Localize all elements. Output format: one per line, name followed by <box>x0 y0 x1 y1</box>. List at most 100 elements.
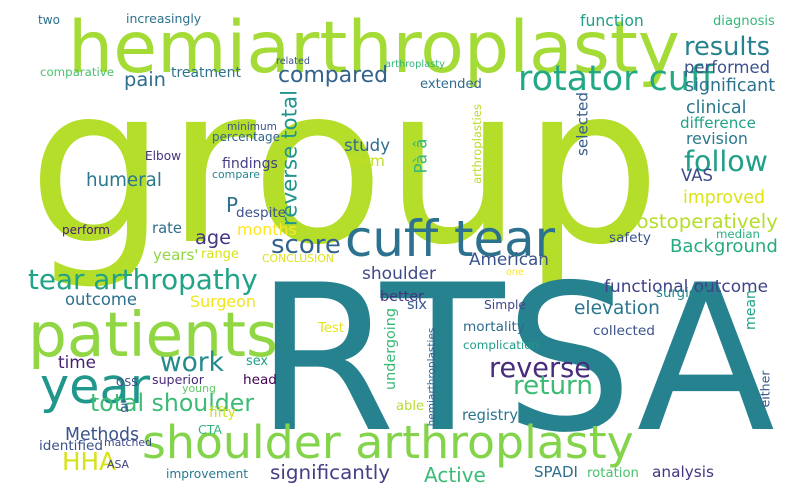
word-p: P <box>226 193 239 217</box>
word-treatment: treatment <box>171 65 241 81</box>
word-humeral: humeral <box>86 170 162 191</box>
word-asa: ASA <box>107 458 129 471</box>
word-term: term <box>349 152 385 170</box>
word-analysis: analysis <box>652 463 714 481</box>
word-able: able <box>396 399 424 414</box>
word-background: Background <box>670 236 778 257</box>
word-superior: superior <box>152 372 204 387</box>
word-test: Test <box>318 321 344 336</box>
word-spadi: SPADI <box>534 463 578 481</box>
word-reverse: reverse <box>489 353 591 384</box>
word-vas: VAS <box>681 166 713 185</box>
word-better: better <box>380 289 424 305</box>
word-diagnosis: diagnosis <box>713 14 775 29</box>
word-simple: Simple <box>484 298 526 312</box>
word-group: group <box>28 40 661 293</box>
word-pa-a: Pà â <box>411 137 431 174</box>
word-oss: OSS <box>116 376 138 389</box>
word-mean: mean <box>742 290 759 330</box>
word-despite: despite <box>236 205 287 221</box>
word-american: American <box>469 249 549 269</box>
word-time: time <box>58 352 96 372</box>
word-surgeon: Surgeon <box>190 292 256 311</box>
word-compared: compared <box>278 63 389 88</box>
word-surgical: surgical <box>656 286 708 301</box>
word-outcome: outcome <box>65 290 137 309</box>
word-two: two <box>38 13 61 27</box>
word-hha: HHA <box>62 447 116 476</box>
word-study: study <box>344 136 391 155</box>
word-one: one <box>506 267 524 278</box>
word-either: either <box>757 370 773 408</box>
word-postoperatively: postoperatively <box>624 210 778 233</box>
word-minimum: minimum <box>227 121 277 133</box>
word-results: results <box>684 32 770 62</box>
word-years: years' <box>153 246 199 264</box>
word-significantly: significantly <box>270 461 391 484</box>
word-tear-arthropathy: tear arthropathy <box>28 263 258 296</box>
word-collected: collected <box>593 323 655 339</box>
word-active: Active <box>424 463 486 487</box>
word-year: year <box>40 357 151 415</box>
word-total-shoulder: total shoulder <box>90 389 255 417</box>
word-improved: improved <box>683 188 765 208</box>
word-elbow: Elbow <box>145 149 182 163</box>
word-head: head <box>243 372 277 388</box>
word-shoulder-arthroplasty: shoulder arthroplasty <box>142 415 634 469</box>
word-identified: identified <box>39 438 103 454</box>
word-arthroplasties: arthroplasties <box>469 104 484 184</box>
word-a-circumflex: â <box>120 398 130 416</box>
word-fifty: fifty <box>209 405 236 421</box>
word-matched: matched <box>104 436 152 449</box>
word-clinical: clinical <box>686 98 747 118</box>
word-difference: difference <box>680 114 756 132</box>
word-compare: compare <box>212 168 260 181</box>
word-rtsa: RTSA <box>255 241 776 477</box>
word-hemiarthroplasties: hemiarthroplasties <box>425 327 438 427</box>
word-age: age <box>195 226 232 249</box>
word-revision: revision <box>686 129 748 148</box>
word-return: return <box>513 371 593 401</box>
word-range: range <box>201 247 239 262</box>
word-mortality: mortality <box>463 319 525 335</box>
word-registry: registry <box>462 407 518 424</box>
word-median: median <box>716 227 760 241</box>
word-perform: perform <box>62 223 110 237</box>
word-increasingly: increasingly <box>126 11 202 26</box>
word-related: related <box>276 56 310 67</box>
word-score: score <box>271 230 341 260</box>
word-elevation: elevation <box>574 298 660 319</box>
word-months: months <box>237 220 297 239</box>
word-significant: significant <box>685 76 776 96</box>
word-cuff-tear: cuff tear <box>345 210 556 268</box>
word-percentage: percentage <box>212 130 280 144</box>
word-rotation: rotation <box>587 466 639 481</box>
word-improvement: improvement <box>166 467 248 481</box>
word-complication: complication <box>463 338 539 352</box>
word-work: work <box>160 347 224 378</box>
word-shoulder: shoulder <box>362 264 436 284</box>
word-undergoing: undergoing <box>382 308 399 390</box>
word-pain: pain <box>124 68 166 91</box>
word-sex: sex <box>246 354 268 369</box>
word-patients: patients <box>28 300 278 371</box>
word-methods: Methods <box>65 425 140 445</box>
word-follow: follow <box>684 145 768 178</box>
word-performed: performed <box>684 58 771 77</box>
word-safety: safety <box>609 230 651 246</box>
word-comparative: comparative <box>40 65 114 79</box>
word-six: six <box>407 297 427 313</box>
word-conclusion: CONCLUSION <box>262 252 334 265</box>
word-function: function <box>580 11 644 30</box>
word-rotator-cuff: rotator cuff <box>518 59 714 99</box>
word-selected: selected <box>572 92 591 156</box>
word-arthroplasty: arthroplasty <box>385 59 445 70</box>
word-extended: extended <box>420 77 482 92</box>
word-functional-outcome: functional outcome <box>604 276 768 296</box>
word-findings: findings <box>222 156 278 172</box>
word-young: young <box>182 382 216 395</box>
word-rate: rate <box>152 220 182 237</box>
word-hemiarthroplasty: hemiarthroplasty <box>68 6 681 89</box>
word-cta: CTA <box>198 422 222 437</box>
